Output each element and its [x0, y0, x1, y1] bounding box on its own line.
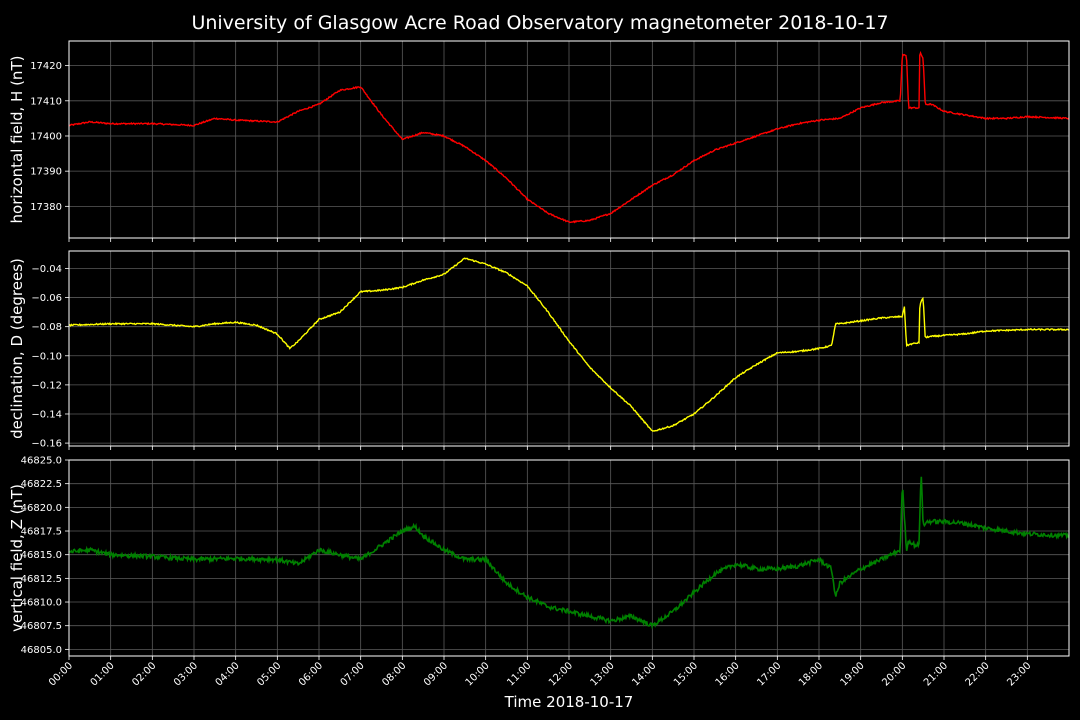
y-axis-label: vertical field, Z (nT) [8, 484, 26, 632]
y-tick-label: −0.04 [31, 264, 62, 275]
y-axis-label: horizontal field, H (nT) [8, 56, 26, 224]
axes-frame [68, 250, 1070, 447]
axes-frame [68, 459, 1070, 657]
y-tick-label: 46807.5 [21, 621, 62, 632]
chart-title: University of Glasgow Acre Road Observat… [191, 12, 888, 34]
y-tick-label: −0.14 [31, 409, 62, 420]
y-tick-label: −0.10 [31, 351, 62, 362]
series-line [69, 257, 1069, 432]
y-tick-label: 17400 [30, 131, 62, 142]
y-tick-label: 46805.0 [21, 645, 62, 656]
y-tick-label: 17380 [30, 202, 62, 213]
axes-frame [68, 40, 1070, 239]
y-tick-label: 17420 [30, 61, 62, 72]
y-tick-label: 17410 [30, 96, 62, 107]
y-axis-label: declination, D (degrees) [8, 258, 26, 439]
y-tick-label: 46810.0 [21, 598, 62, 609]
y-tick-label: 46817.5 [21, 527, 62, 538]
panel-3: 46805.0 46807.5 46810.0 46812.5 46815.0 46817… [8, 456, 1070, 660]
y-tick-label: 46820.0 [21, 503, 62, 514]
y-tick-label: 17390 [30, 167, 62, 178]
y-tick-label: −0.16 [31, 439, 62, 450]
y-tick-label: −0.08 [31, 322, 62, 333]
y-tick-label: 46825.0 [21, 456, 62, 467]
y-tick-label: 46812.5 [21, 574, 62, 585]
y-tick-label: 46815.0 [21, 550, 62, 561]
panel-2: −0.16 −0.14 −0.12 −0.10 −0.08 −0.06 −0.04 decli… [8, 250, 1070, 450]
y-tick-label: −0.06 [31, 293, 62, 304]
y-tick-label: 46822.5 [21, 479, 62, 490]
series-line [69, 50, 1069, 224]
panel-1: 17380 17390 17400 17410 17420 horizontal fiel… [8, 40, 1070, 242]
x-axis-label: Time 2018-10-17 [504, 693, 634, 711]
y-tick-label: −0.12 [31, 380, 62, 391]
series-line [69, 476, 1069, 630]
